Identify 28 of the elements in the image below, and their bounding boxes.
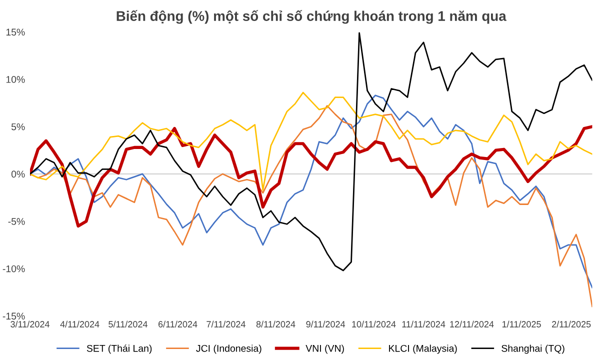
x-tick-label: 12/11/2024 (450, 320, 494, 328)
line-series (30, 125, 592, 228)
legend-label: KLCI (Malaysia) (389, 344, 457, 354)
line-series (30, 32, 592, 272)
legend-label: JCI (Indonesia) (196, 344, 262, 354)
legend-label: Shanghai (TQ) (502, 344, 564, 354)
y-tick-label: -5% (8, 218, 25, 225)
x-tick-label: 8/11/2024 (256, 320, 296, 328)
x-tick-label: 1/11/2025 (502, 320, 541, 328)
x-tick-label: 4/11/2024 (60, 320, 100, 328)
x-tick-label: 3/11/2024 (10, 320, 50, 328)
y-tick-label: 15% (6, 28, 25, 36)
x-tick-label: 11/11/2024 (402, 320, 446, 328)
x-tick-label: 2/11/2025 (552, 320, 591, 328)
x-tick-label: 7/11/2024 (206, 320, 246, 328)
x-tick-label: 6/11/2024 (158, 320, 198, 328)
line-series (30, 92, 592, 191)
legend-label: SET (Thái Lan) (86, 344, 152, 354)
x-tick-label: 9/11/2024 (306, 320, 346, 328)
legend-label: VNI (VN) (306, 344, 344, 354)
y-tick-label: -10% (2, 265, 25, 272)
x-tick-label: 10/11/2024 (352, 320, 396, 328)
y-tick-label: 0% (11, 170, 25, 178)
y-tick-label: 5% (11, 123, 25, 130)
y-tick-label: 10% (6, 76, 25, 83)
x-tick-label: 5/11/2024 (108, 320, 148, 328)
chart-title: Biến động (%) một số chỉ số chứng khoán trong 1 năm qua (116, 10, 506, 24)
y-tick-label: -15% (2, 312, 25, 320)
